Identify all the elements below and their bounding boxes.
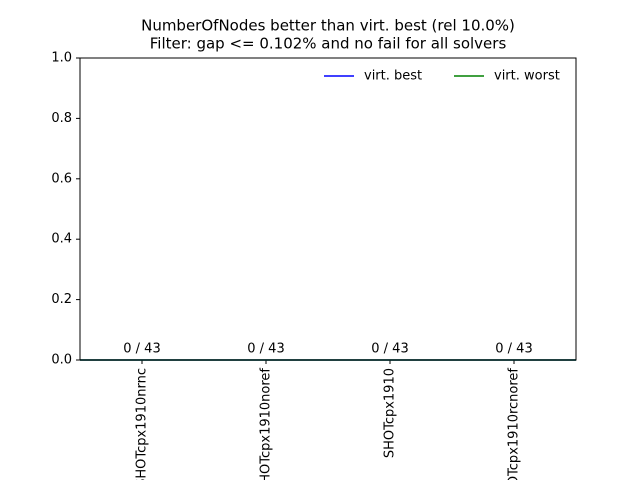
legend-label: virt. best [364, 69, 422, 84]
y-tick-label: 0.8 [51, 111, 72, 126]
chart-title: NumberOfNodes better than virt. best (re… [141, 17, 515, 35]
value-label: 0 / 43 [371, 342, 408, 357]
x-tick-label: SHOTcpx1910nrnc [135, 368, 150, 480]
y-tick-label: 0.6 [51, 171, 72, 186]
y-tick-label: 1.0 [51, 51, 72, 66]
legend-label: virt. worst [494, 69, 560, 84]
y-tick-label: 0.0 [51, 353, 72, 368]
x-tick-label: SHOTcpx1910noref [259, 368, 274, 480]
x-tick-label: SHOTcpx1910 [383, 368, 398, 458]
y-tick-label: 0.4 [51, 232, 72, 247]
value-label: 0 / 43 [247, 342, 284, 357]
value-label: 0 / 43 [123, 342, 160, 357]
value-label: 0 / 43 [495, 342, 532, 357]
x-tick-label: SHOTcpx1910rcnoref [507, 368, 522, 480]
plot-frame [79, 57, 577, 361]
y-tick-label: 0.2 [51, 292, 72, 307]
chart-subtitle: Filter: gap <= 0.102% and no fail for al… [150, 35, 507, 53]
